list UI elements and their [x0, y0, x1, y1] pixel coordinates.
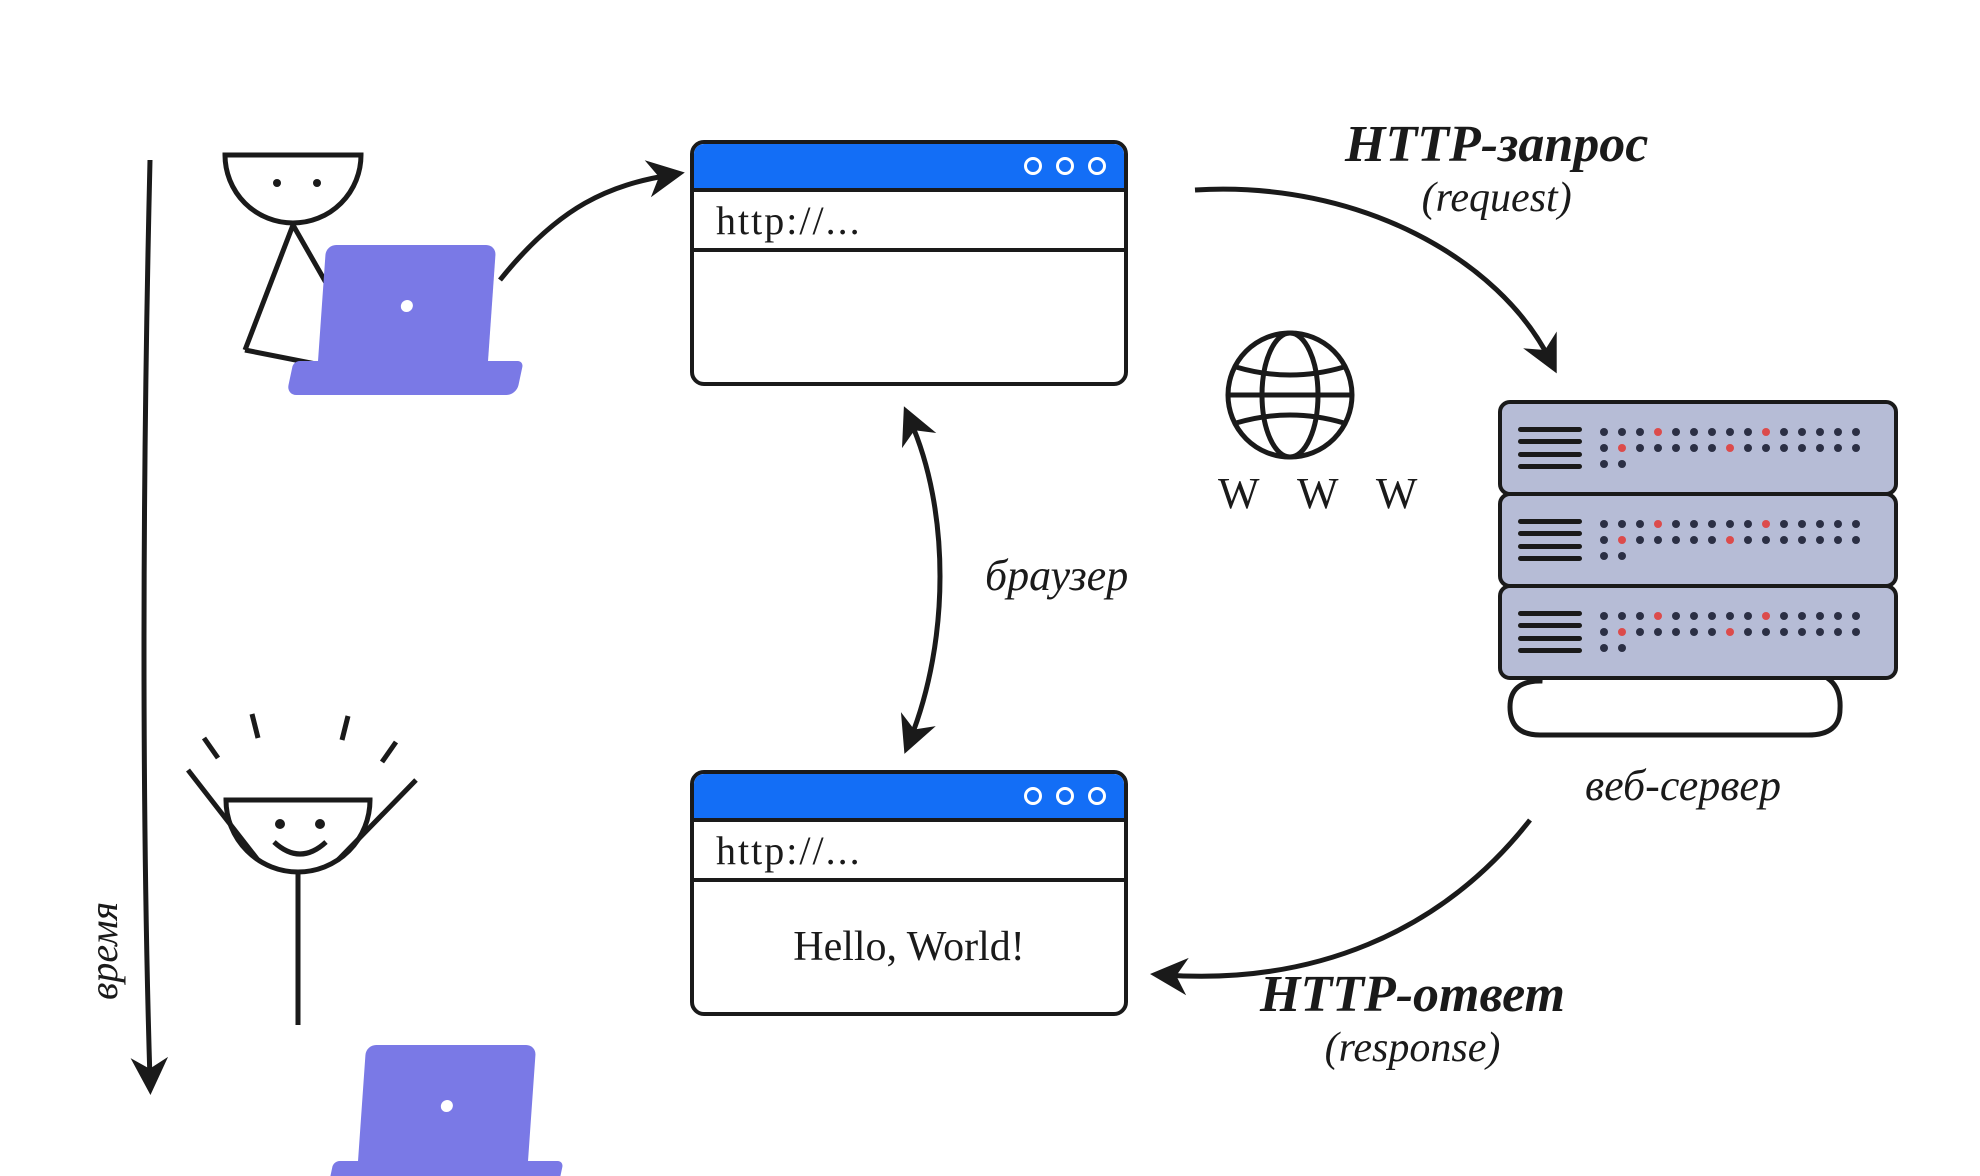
browser-titlebar	[694, 144, 1124, 192]
server-rack	[1498, 400, 1898, 676]
server-label: веб-сервер	[1585, 760, 1781, 811]
window-dot	[1088, 787, 1106, 805]
arrow-response	[1165, 820, 1530, 976]
server-leds	[1600, 428, 1860, 468]
window-dot	[1056, 787, 1074, 805]
address-bar: http://...	[694, 192, 1124, 252]
window-dot	[1024, 157, 1042, 175]
server-unit	[1498, 400, 1898, 496]
request-label-main: HTTP-запрос	[1345, 115, 1648, 174]
address-bar: http://...	[694, 822, 1124, 882]
server-leds	[1600, 612, 1860, 652]
time-arrow	[144, 160, 150, 1080]
response-label-main: HTTP-ответ	[1260, 965, 1565, 1024]
browser-label: браузер	[985, 550, 1128, 601]
arrow-browser-cycle	[910, 420, 940, 740]
browser-body	[694, 252, 1124, 382]
server-unit	[1498, 584, 1898, 680]
server-vents	[1518, 611, 1582, 653]
request-label-group: HTTP-запрос (request)	[1345, 115, 1648, 222]
server-leds	[1600, 520, 1860, 560]
server-unit	[1498, 492, 1898, 588]
response-label-group: HTTP-ответ (response)	[1260, 965, 1565, 1072]
request-label-sub: (request)	[1345, 174, 1648, 222]
response-label-sub: (response)	[1260, 1024, 1565, 1072]
browser-window-response: http://... Hello, World!	[690, 770, 1128, 1016]
time-label: время	[80, 902, 127, 1000]
user-bottom	[188, 714, 416, 1025]
browser-titlebar	[694, 774, 1124, 822]
server-vents	[1518, 427, 1582, 469]
window-dot	[1056, 157, 1074, 175]
browser-body: Hello, World!	[694, 882, 1124, 1012]
arrow-user-to-browser	[500, 175, 670, 280]
window-dot	[1024, 787, 1042, 805]
window-dot	[1088, 157, 1106, 175]
browser-window-request: http://...	[690, 140, 1128, 386]
laptop-bottom	[330, 1045, 550, 1176]
server-vents	[1518, 519, 1582, 561]
www-label: W W W	[1218, 468, 1431, 519]
globe-icon	[1228, 333, 1352, 457]
laptop-top	[290, 245, 510, 395]
